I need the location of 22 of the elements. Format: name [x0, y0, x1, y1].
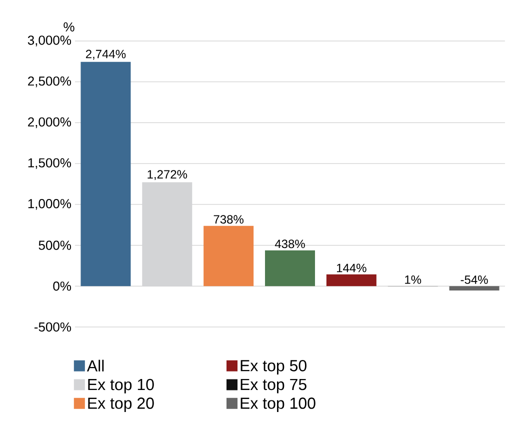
data-label: 738% [214, 215, 244, 224]
legend-label: Ex top 100 [240, 398, 316, 412]
legend-label: Ex top 20 [88, 398, 154, 412]
data-label: 1% [405, 275, 422, 284]
y-tick-label: -500% [34, 322, 72, 332]
y-tick-label: 0% [53, 282, 72, 291]
data-label: 2,744% [86, 50, 126, 60]
legend-label: Ex top 50 [240, 360, 306, 374]
data-label: 144% [336, 264, 366, 272]
data-label: 1,272% [148, 170, 188, 180]
y-tick-label: 1,500% [28, 158, 72, 169]
legend-label: Ex top 10 [88, 378, 154, 394]
y-tick-label: 2,000% [28, 117, 72, 128]
data-label: -54% [460, 275, 488, 284]
y-tick-label: 3,000% [28, 36, 72, 46]
y-tick-label: 2,500% [28, 76, 72, 88]
data-label: 438% [274, 240, 305, 248]
y-axis-title: % [64, 22, 74, 32]
y-tick-label: 1,000% [28, 199, 72, 210]
legend-label: All [86, 360, 104, 372]
legend-label: Ex top 75 [240, 378, 306, 394]
y-tick-label: 500% [38, 240, 72, 250]
